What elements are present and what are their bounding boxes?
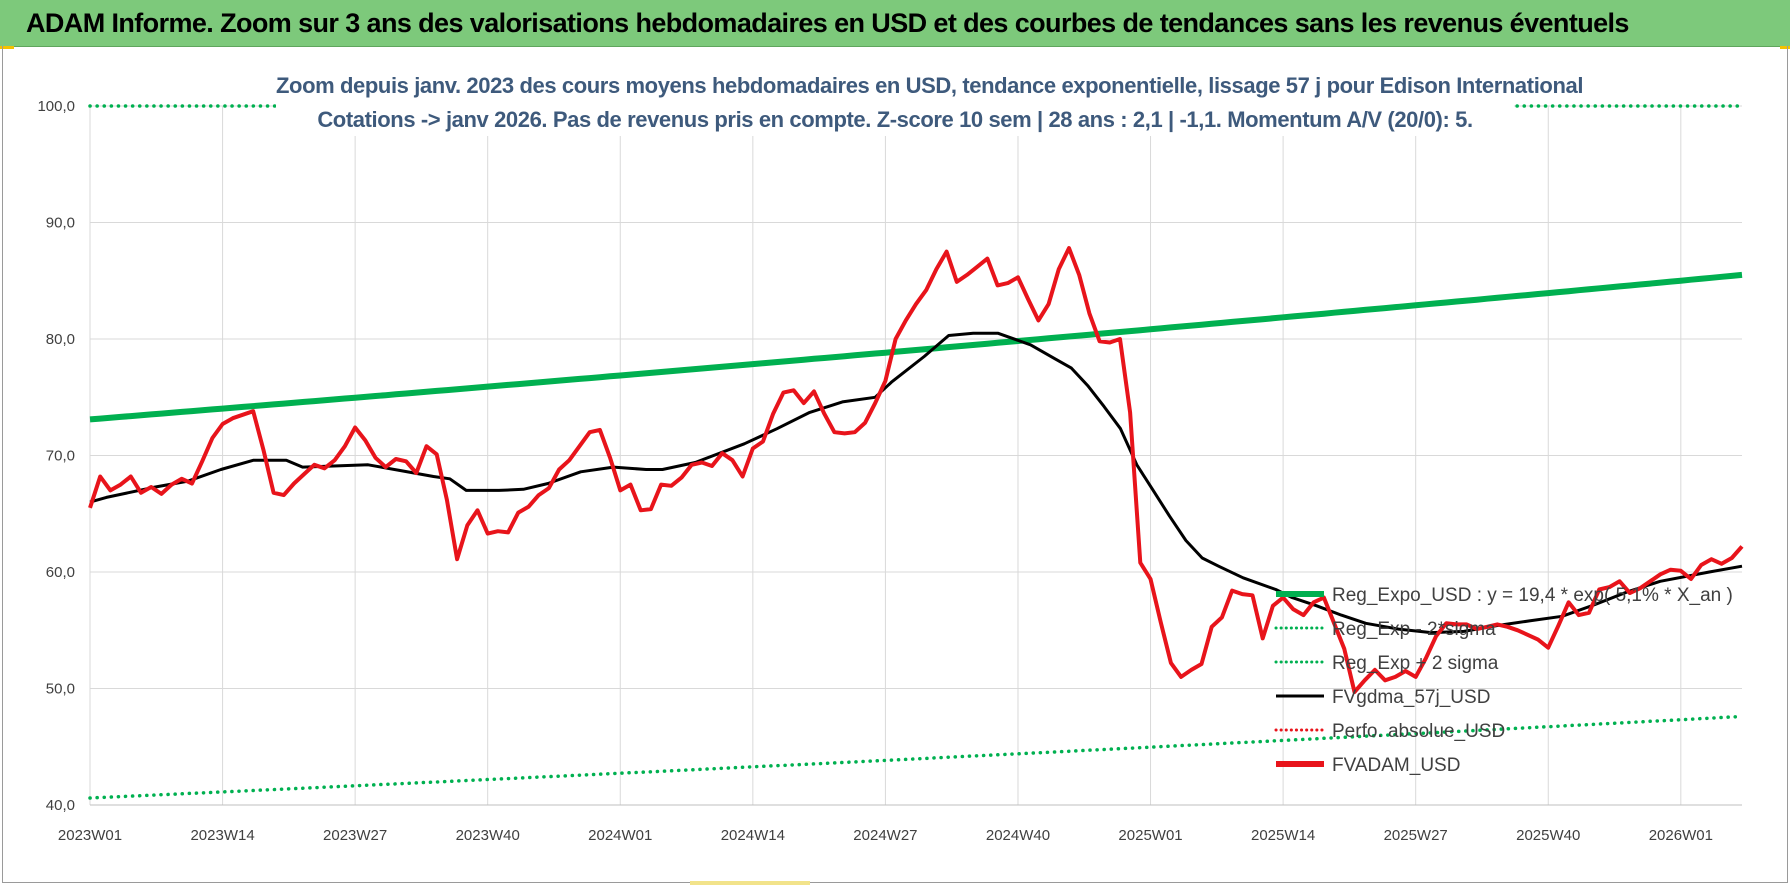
y-tick-label: 70,0 bbox=[46, 448, 75, 465]
legend-label: Reg_Exp + 2 sigma bbox=[1332, 653, 1499, 674]
x-tick-label: 2026W01 bbox=[1649, 827, 1713, 844]
y-axis: 40,0 50,0 60,0 70,0 80,0 90,0 100,0 bbox=[37, 98, 75, 814]
y-tick-label: 90,0 bbox=[46, 215, 75, 232]
x-tick-label: 2023W27 bbox=[323, 827, 387, 844]
y-tick-label: 60,0 bbox=[46, 564, 75, 581]
banner-title: ADAM Informe. Zoom sur 3 ans des valoris… bbox=[26, 8, 1629, 38]
series-fvgdma-line bbox=[89, 331, 1743, 635]
corner-accent-right bbox=[1780, 46, 1790, 49]
x-tick-label: 2023W01 bbox=[58, 827, 122, 844]
y-tick-label: 40,0 bbox=[46, 797, 75, 814]
legend-label: FVgdma_57j_USD bbox=[1332, 687, 1490, 708]
banner: ADAM Informe. Zoom sur 3 ans des valoris… bbox=[0, 0, 1790, 47]
x-tick-label: 2024W27 bbox=[853, 827, 917, 844]
legend-label: Reg_Exp - 2*sigma bbox=[1332, 619, 1496, 640]
y-tick-label: 50,0 bbox=[46, 681, 75, 698]
legend-item: Reg_Exp - 2*sigma bbox=[1274, 619, 1496, 640]
legend-item: Reg_Expo_USD : y = 19,4 * exp( 5,1% * X_… bbox=[1276, 585, 1733, 606]
legend-label: FVADAM_USD bbox=[1332, 755, 1460, 776]
legend-item: Perfo. absolue_USD bbox=[1274, 721, 1505, 742]
x-tick-label: 2024W01 bbox=[588, 827, 652, 844]
series-fvadam-line bbox=[88, 246, 1744, 694]
chart-frame bbox=[2, 46, 1788, 883]
bottom-accent bbox=[690, 881, 810, 885]
legend: Reg_Expo_USD : y = 19,4 * exp( 5,1% * X_… bbox=[1274, 585, 1733, 776]
x-tick-label: 2025W01 bbox=[1118, 827, 1182, 844]
y-tick-label: 100,0 bbox=[37, 98, 75, 115]
x-tick-label: 2025W40 bbox=[1516, 827, 1580, 844]
x-tick-label: 2024W40 bbox=[986, 827, 1050, 844]
x-tick-label: 2024W14 bbox=[721, 827, 785, 844]
chart-subtitle-line-1: Zoom depuis janv. 2023 des cours moyens … bbox=[276, 70, 1583, 102]
series-group bbox=[88, 104, 1744, 800]
x-tick-label: 2023W14 bbox=[190, 827, 254, 844]
series-reg-expo-line bbox=[89, 271, 1743, 423]
x-tick-label: 2025W27 bbox=[1384, 827, 1448, 844]
legend-label: Reg_Expo_USD : y = 19,4 * exp( 5,1% * X_… bbox=[1332, 585, 1733, 606]
x-axis: 2023W01 2023W14 2023W27 2023W40 2024W01 2024W… bbox=[58, 804, 1742, 844]
legend-item: FVgdma_57j_USD bbox=[1276, 687, 1490, 708]
legend-label: Perfo. absolue_USD bbox=[1332, 721, 1505, 742]
legend-item: FVADAM_USD bbox=[1276, 755, 1460, 776]
legend-item: Reg_Exp + 2 sigma bbox=[1274, 653, 1499, 674]
chart-subtitle-line-2: Cotations -> janv 2026. Pas de revenus p… bbox=[276, 104, 1514, 136]
series-reg-minus-2sigma-line bbox=[88, 714, 1744, 800]
x-tick-label: 2023W40 bbox=[456, 827, 520, 844]
x-tick-label: 2025W14 bbox=[1251, 827, 1315, 844]
corner-accent-left bbox=[0, 46, 14, 49]
y-tick-label: 80,0 bbox=[46, 331, 75, 348]
grid-lines bbox=[89, 105, 1742, 806]
